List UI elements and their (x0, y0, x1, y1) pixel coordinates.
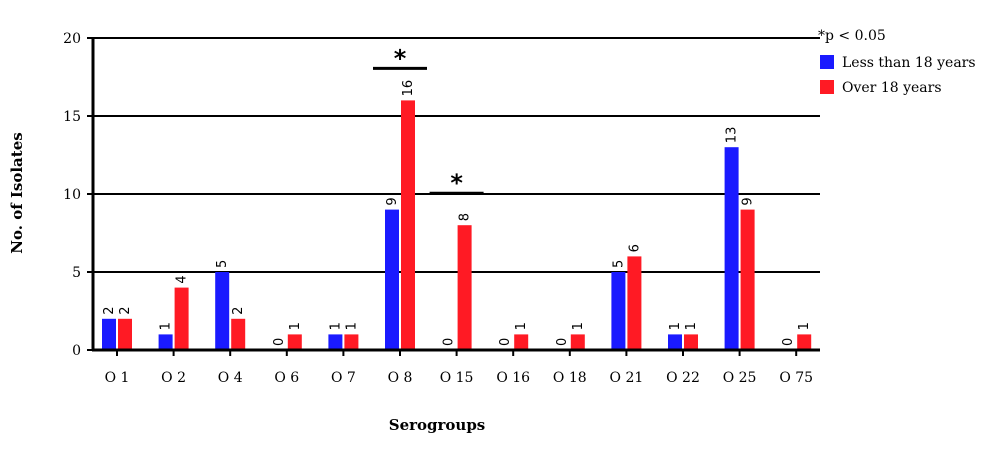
x-tick-label-o-15: O 15 (440, 370, 474, 386)
data-label-o-4-less-than-18-years: 5 (215, 260, 230, 268)
data-label-o-15-less-than-18-years: 0 (442, 338, 457, 346)
x-tick-label-o-1: O 1 (105, 370, 130, 386)
data-label-o-2-over-18-years: 4 (175, 275, 190, 283)
legend-significance-note: *p < 0.05 (818, 28, 886, 44)
bar-o-25-less-than-18-years (724, 147, 739, 350)
data-label-o-22-over-18-years: 1 (684, 322, 699, 330)
y-tick-label-20: 20 (63, 31, 81, 47)
x-tick-label-o-7: O 7 (331, 370, 356, 386)
bar-o-6-over-18-years (287, 334, 302, 350)
y-tick-label-15: 15 (63, 109, 81, 125)
bar-o-21-over-18-years (627, 256, 642, 350)
y-tick-label-10: 10 (63, 187, 81, 203)
data-label-o-25-over-18-years: 9 (741, 197, 756, 205)
data-label-o-6-less-than-18-years: 0 (272, 338, 287, 346)
bar-o-18-over-18-years (570, 334, 585, 350)
legend-label-less-than-18: Less than 18 years (842, 55, 976, 71)
data-label-o-8-less-than-18-years: 9 (385, 197, 400, 205)
axes (87, 37, 820, 356)
x-tick-label-o-6: O 6 (274, 370, 299, 386)
bar-o-7-over-18-years (344, 334, 359, 350)
x-tick-label-o-4: O 4 (218, 370, 243, 386)
data-label-o-18-less-than-18-years: 0 (555, 338, 570, 346)
data-label-o-8-over-18-years: 16 (401, 80, 416, 97)
bar-o-8-less-than-18-years (385, 209, 399, 350)
data-label-o-75-less-than-18-years: 0 (781, 338, 796, 346)
bar-o-4-over-18-years (231, 318, 246, 350)
bar-o-1-over-18-years (118, 318, 132, 350)
data-label-o-1-over-18-years: 2 (118, 307, 133, 315)
bar-o-22-less-than-18-years (668, 334, 682, 350)
data-label-o-2-less-than-18-years: 1 (159, 322, 174, 330)
significance-star-o-8: * (394, 44, 407, 72)
data-label-o-6-over-18-years: 1 (288, 322, 303, 330)
x-tick-label-o-21: O 21 (610, 370, 644, 386)
data-label-o-75-over-18-years: 1 (797, 322, 812, 330)
y-axis-title: No. of Isolates (8, 132, 26, 253)
data-label-o-21-over-18-years: 6 (627, 244, 642, 252)
x-tick-label-o-75: O 75 (779, 370, 813, 386)
bars (102, 100, 812, 351)
legend-label-over-18: Over 18 years (842, 80, 942, 96)
y-tick-label-0: 0 (72, 343, 81, 359)
data-label-o-1-less-than-18-years: 2 (102, 307, 117, 315)
significance-markers: ** (373, 44, 484, 197)
data-label-o-16-less-than-18-years: 0 (498, 338, 513, 346)
x-tick-label-o-18: O 18 (553, 370, 587, 386)
bar-o-8-over-18-years (401, 100, 415, 351)
data-label-o-18-over-18-years: 1 (571, 322, 586, 330)
x-tick-labels: O 1 O 2 O 4 O 6 O 7 O 8 O 15 O 16 O 18 O 21 O 22 O … (105, 370, 813, 386)
bar-o-1-less-than-18-years (102, 318, 116, 350)
bar-o-16-over-18-years (514, 334, 529, 350)
data-label-o-22-less-than-18-years: 1 (668, 322, 683, 330)
data-label-o-7-over-18-years: 1 (344, 322, 359, 330)
bar-o-21-less-than-18-years (611, 272, 626, 350)
bar-o-75-over-18-years (797, 334, 812, 350)
data-label-o-4-over-18-years: 2 (231, 307, 246, 315)
x-tick-label-o-16: O 16 (496, 370, 530, 386)
bar-o-2-less-than-18-years (158, 334, 173, 350)
legend: *p < 0.05 Less than 18 years Over 18 yea… (818, 28, 976, 96)
data-label-o-15-over-18-years: 8 (458, 213, 473, 221)
y-tick-labels: 0 5 10 15 20 (63, 31, 81, 359)
significance-star-o-15: * (450, 169, 463, 197)
bar-o-7-less-than-18-years (328, 334, 343, 350)
x-tick-label-o-2: O 2 (161, 370, 186, 386)
legend-swatch-over-18 (820, 80, 834, 94)
data-label-o-16-over-18-years: 1 (514, 322, 529, 330)
bar-o-2-over-18-years (174, 287, 189, 350)
x-axis-title: Serogroups (389, 416, 486, 434)
legend-swatch-less-than-18 (820, 55, 834, 69)
bar-o-22-over-18-years (684, 334, 698, 350)
bar-o-25-over-18-years (740, 209, 755, 350)
data-label-o-21-less-than-18-years: 5 (611, 260, 626, 268)
data-label-o-7-less-than-18-years: 1 (328, 322, 343, 330)
x-tick-label-o-8: O 8 (388, 370, 413, 386)
x-tick-label-o-25: O 25 (723, 370, 757, 386)
y-tick-label-5: 5 (72, 265, 81, 281)
data-label-o-25-less-than-18-years: 13 (725, 127, 740, 144)
grid-lines (93, 37, 820, 273)
x-tick-label-o-22: O 22 (666, 370, 700, 386)
bar-o-4-less-than-18-years (215, 272, 230, 350)
bar-o-15-over-18-years (457, 225, 472, 350)
